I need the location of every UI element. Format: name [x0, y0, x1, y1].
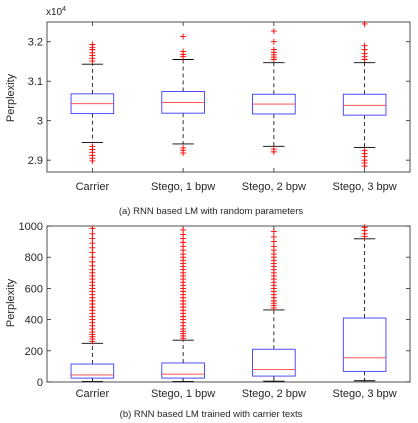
outlier-marker	[270, 148, 277, 155]
y-tick-label: 800	[25, 252, 43, 264]
x-tick-label: Stego, 2 bpw	[242, 181, 306, 193]
panel-a: x104 2.9 3 3.1 3.2 Carrier Stego, 1 bpw Stego,…	[5, 6, 411, 217]
box-group	[342, 224, 387, 382]
y-tick-label: 0	[37, 377, 43, 389]
panel-a-caption: (a) RNN based LM with random parameters	[119, 206, 304, 217]
outlier-marker	[270, 228, 277, 235]
outlier-marker	[180, 33, 187, 40]
outlier-marker	[89, 41, 96, 48]
box	[252, 348, 296, 377]
outlier-marker	[89, 225, 96, 232]
x-tick-label: Stego, 2 bpw	[242, 388, 306, 400]
box	[342, 317, 387, 372]
outlier-marker	[180, 48, 187, 55]
panel-b-tick-labels: 0 200 400 600 800 1000 Carrier Stego, 1 bpw Steg…	[19, 221, 397, 400]
panel-a-y-multiplier: x104	[46, 6, 66, 18]
x-tick-label: Stego, 1 bpw	[151, 181, 215, 193]
y-tick-label: 600	[25, 283, 43, 295]
panel-b-boxes	[70, 224, 387, 382]
box	[161, 362, 205, 379]
box	[70, 363, 115, 379]
panel-b-caption: (b) RNN based LM trained with carrier te…	[120, 409, 303, 420]
outlier-marker	[89, 157, 96, 164]
panel-b-axes	[46, 225, 411, 383]
box-group	[252, 228, 296, 382]
panel-a-y-axis-label: Perplexity	[5, 73, 17, 122]
outlier-marker	[270, 233, 277, 240]
outlier-marker	[180, 226, 187, 233]
outlier-marker	[361, 20, 368, 27]
x-tick-label: Carrier	[76, 388, 110, 400]
outlier-marker	[180, 150, 187, 157]
outlier-marker	[270, 28, 277, 35]
x-tick-label: Stego, 1 bpw	[151, 388, 215, 400]
y-tick-label: 3.1	[28, 76, 43, 88]
x-tick-label: Stego, 3 bpw	[333, 388, 397, 400]
outlier-marker	[361, 42, 368, 49]
outlier-marker	[270, 46, 277, 53]
x-tick-label: Stego, 3 bpw	[333, 181, 397, 193]
y-tick-label: 3.2	[28, 37, 43, 49]
y-tick-label: 400	[25, 315, 43, 327]
panel-a-axes	[46, 21, 411, 173]
panel-b-y-axis-label: Perplexity	[5, 278, 17, 327]
plot-frame	[46, 21, 411, 173]
box-group	[252, 28, 296, 155]
y-tick-label: 3	[37, 116, 43, 128]
outlier-marker	[270, 38, 277, 45]
y-tick-label: 2.9	[28, 155, 43, 167]
panel-b: 0 200 400 600 800 1000 Carrier Stego, 1 bpw Steg…	[5, 221, 411, 420]
panel-a-boxes	[70, 20, 387, 170]
x-tick-label: Carrier	[76, 181, 110, 193]
outlier-marker	[361, 163, 368, 170]
box-group	[70, 41, 115, 164]
outlier-marker	[89, 230, 96, 237]
panel-a-tick-labels: 2.9 3 3.1 3.2 Carrier Stego, 1 bpw Stego, 2 bp…	[28, 37, 397, 193]
y-tick-label: 1000	[19, 221, 43, 233]
box-group	[161, 226, 205, 382]
box	[342, 93, 387, 116]
box-group	[70, 225, 115, 382]
outlier-marker	[361, 224, 368, 231]
y-tick-label: 200	[25, 346, 43, 358]
box-group	[161, 33, 205, 157]
box-group	[342, 20, 387, 170]
plot-frame	[46, 225, 411, 383]
